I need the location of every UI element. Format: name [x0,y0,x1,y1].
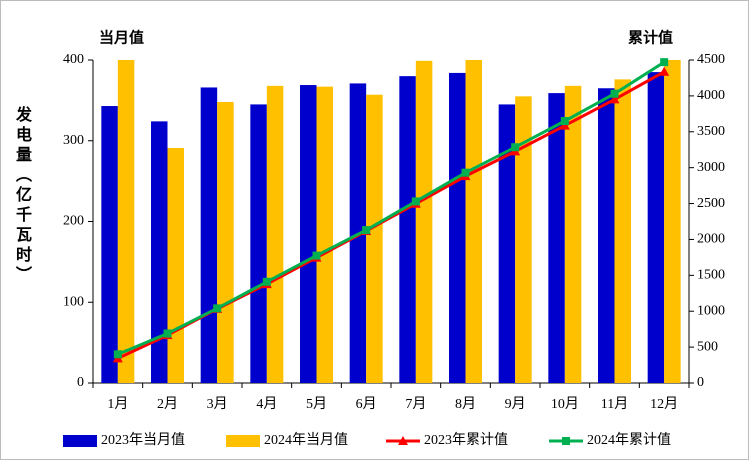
bar [449,72,466,384]
x-tick-label: 9月 [505,396,526,412]
marker [660,58,669,67]
x-tick-label: 5月 [306,396,327,412]
marker [511,143,520,152]
marker [362,226,371,235]
y-tick-label: 200 [63,214,84,229]
bar [300,85,317,383]
bar [465,60,482,383]
marker [411,197,420,206]
bar [664,60,681,383]
y2-tick-label: 1500 [697,268,725,283]
y-tick-label: 100 [63,294,84,309]
bar [266,85,284,383]
bar [498,104,516,383]
marker [461,168,470,177]
bar [200,87,218,383]
bar [399,76,416,384]
bar [647,72,665,384]
marker [113,350,122,359]
y-axis-title: 当月值 [99,28,144,46]
y2-axis-title: 累计值 [628,28,673,46]
x-tick-label: 3月 [207,396,228,412]
x-tick-label: 4月 [256,396,277,412]
bar [614,79,631,383]
bar [316,86,333,384]
y2-tick-label: 4000 [697,88,725,103]
bar [101,106,118,383]
y2-tick-label: 1000 [697,303,725,318]
legend-swatch [226,435,260,447]
x-tick-label: 10月 [551,396,579,412]
y2-tick-label: 2500 [697,196,725,211]
legend-marker [562,437,570,445]
bar [117,60,135,383]
legend-marker [398,436,408,445]
x-tick-label: 2月 [157,396,178,412]
marker [659,66,670,76]
y2-tick-label: 0 [697,375,704,390]
y2-tick-label: 3500 [697,124,725,139]
bar [515,96,532,384]
y2-tick-label: 500 [697,339,718,354]
marker [560,117,569,126]
y-tick-label: 400 [63,52,84,67]
bar [167,148,184,383]
bar [217,101,234,384]
x-tick-label: 7月 [405,396,426,412]
bar [366,94,383,383]
bar [250,104,267,383]
marker [609,94,620,104]
bar [564,85,582,383]
x-tick-label: 12月 [650,396,678,412]
marker [163,329,172,338]
legend-label: 2023年当月值 [101,432,185,448]
marker [262,277,271,286]
bar [151,121,168,384]
marker [213,304,222,313]
bar [415,60,433,384]
bar [598,88,615,383]
y2-tick-label: 4500 [697,52,725,67]
bar [548,93,565,384]
y2-tick-label: 3000 [697,160,725,175]
x-tick-label: 11月 [601,396,628,412]
marker [610,89,619,98]
line [117,60,665,356]
x-tick-label: 1月 [107,396,128,412]
y-tick-label: 300 [63,133,84,148]
marker [559,120,570,130]
y2-tick-label: 2000 [697,232,725,247]
x-tick-label: 6月 [356,396,377,412]
legend-swatch [63,435,97,447]
y-tick-label: 0 [77,375,84,390]
legend-label: 2024年当月值 [264,432,348,448]
legend-label: 2024年累计值 [587,432,671,448]
legend-label: 2023年累计值 [424,432,508,448]
marker [312,251,321,260]
x-tick-label: 8月 [455,396,476,412]
y-axis-label: 发电量（亿千瓦时） [13,106,30,286]
